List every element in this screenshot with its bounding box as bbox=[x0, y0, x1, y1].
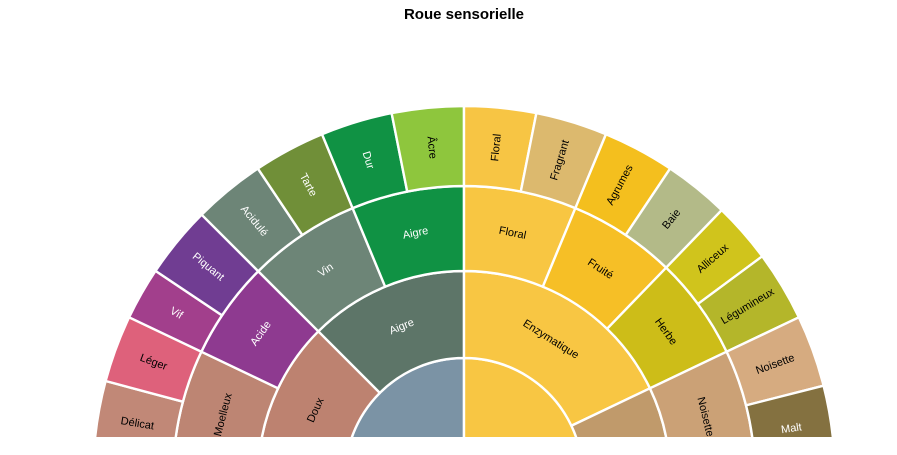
label-outer-ring-acre: Âcre bbox=[424, 136, 439, 160]
label-outer-ring-delicat: Délicat bbox=[120, 415, 155, 432]
segment-outer-ring-legumineux[interactable] bbox=[696, 255, 801, 353]
segment-outer-ring-agrumes[interactable] bbox=[574, 133, 672, 237]
label-middle-ring-aigre: Aigre bbox=[402, 225, 430, 242]
segment-outer-ring-tarte[interactable] bbox=[256, 133, 354, 237]
segment-outer-ring-alliceux[interactable] bbox=[664, 208, 764, 306]
label-middle-ring-floral: Floral bbox=[498, 225, 527, 242]
segment-outer-ring-baie[interactable] bbox=[624, 167, 723, 269]
segment-outer-ring-dur[interactable] bbox=[320, 111, 409, 210]
chart-title: Roue sensorielle bbox=[403, 6, 525, 23]
segment-outer-ring-vif[interactable] bbox=[127, 269, 224, 353]
segment-outer-ring-noisette[interactable] bbox=[725, 316, 825, 407]
segment-outer-ring-delicat[interactable] bbox=[93, 379, 185, 455]
label-outer-ring-malt: Malt bbox=[780, 421, 802, 436]
label-outer-ring-floral: Floral bbox=[489, 133, 504, 162]
segment-outer-ring-leger[interactable] bbox=[104, 316, 203, 403]
segment-outer-ring-acre[interactable] bbox=[390, 104, 466, 193]
segment-outer-ring-malt[interactable] bbox=[744, 384, 835, 455]
segment-outer-ring-acidule[interactable] bbox=[200, 167, 304, 273]
segment-outer-ring-floral[interactable] bbox=[462, 104, 538, 193]
label-outer-ring-dur: Dur bbox=[360, 150, 377, 171]
segment-outer-ring-piquant[interactable] bbox=[154, 213, 260, 317]
